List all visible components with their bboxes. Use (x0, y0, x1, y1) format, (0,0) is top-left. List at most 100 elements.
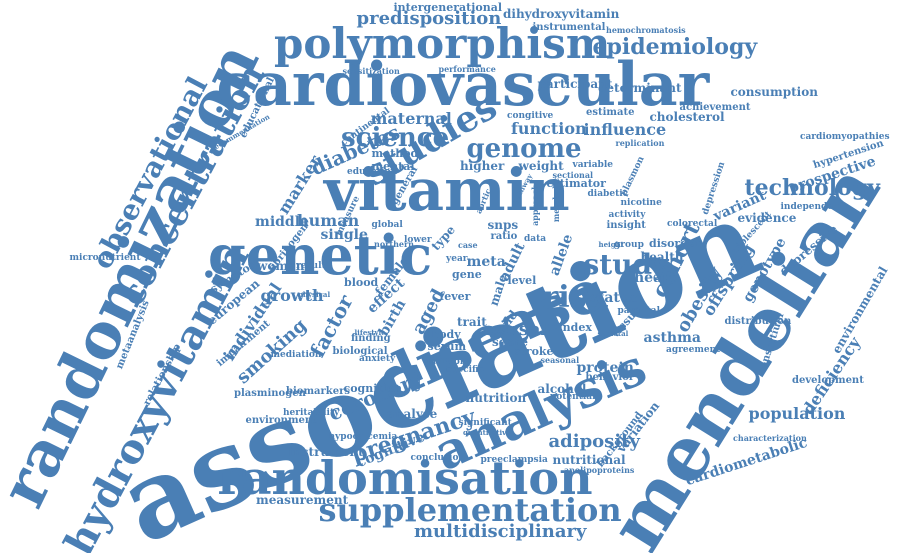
word-variable: variable (572, 159, 614, 170)
word-science: science (341, 123, 450, 153)
word-trait: trait (457, 315, 487, 329)
word-asthma: asthma (643, 330, 701, 346)
word-activity: activity (608, 209, 646, 220)
word-middle: middle (255, 214, 309, 230)
word-plasminogen: plasminogen (234, 388, 306, 399)
word-index: index (558, 320, 592, 334)
word-multiple: multiple (426, 356, 470, 367)
word-characterization: characterization (733, 433, 807, 443)
word-dihydroxyvitamin: dihydroxyvitamin (503, 7, 620, 21)
word-hemochromatosis: hemochromatosis (606, 25, 686, 35)
word-predisposition: predisposition (356, 8, 502, 29)
word-weight: weight (518, 159, 564, 173)
word-analyse: analyse (387, 407, 438, 421)
word-insight: insight (606, 220, 646, 231)
word-cardiomyopathies: cardiomyopathies (800, 131, 890, 142)
word-genetic: genetic (208, 223, 433, 287)
word-group: group (614, 239, 644, 250)
word-apolipoproteins: apolipoproteins (564, 465, 635, 475)
word-maternal: maternal (370, 109, 452, 128)
word-environment: environment (245, 415, 317, 426)
word-risk: risk (542, 280, 608, 315)
word-human: human (297, 211, 360, 230)
word-ratio: ratio (490, 231, 518, 242)
word-intergenerational: intergenerational (393, 0, 503, 14)
word-specific: specific (446, 364, 485, 375)
word-method: method (371, 146, 419, 160)
word-colorectal: colorectal (667, 218, 718, 229)
word-genome: genome (466, 134, 582, 164)
word-body: body (431, 327, 461, 341)
word-performance: performance (438, 64, 496, 74)
word-adiposity: adiposity (548, 431, 640, 452)
word-cognition: cognition (343, 381, 403, 395)
word-polymorphism: polymorphism (274, 19, 611, 68)
word-technology: technology (744, 175, 880, 201)
word-gene: gene (452, 267, 482, 281)
word-conclusion: conclusion (410, 452, 466, 463)
word-heritability: heritability (283, 407, 340, 418)
word-seasonal: seasonal (540, 355, 580, 365)
word-lower: lower (404, 234, 432, 245)
word-behavior: behavior (585, 372, 635, 383)
word-biomarkers: biomarkers (286, 386, 350, 397)
word-agreement: agreement (666, 344, 721, 355)
word-nicotine: nicotine (620, 197, 662, 208)
word-sensitization: sensitization (342, 66, 400, 76)
word-parental: parental (617, 305, 661, 316)
word-blood: blood (344, 275, 379, 289)
word-case: case (458, 240, 478, 250)
word-skeletal: skeletal (597, 328, 629, 338)
word-population: population (748, 404, 846, 423)
word-instrumental: instrumental (532, 22, 606, 33)
word-measurement: measurement (256, 493, 349, 507)
word-approach: approach (529, 184, 540, 226)
word-influence: influence (583, 120, 667, 139)
word-consumption: consumption (730, 85, 818, 99)
word-significant: significant (458, 417, 512, 428)
word-level: level (507, 273, 537, 287)
word-health: health (640, 250, 684, 264)
word-plasmon: plasmon (618, 154, 647, 198)
word-single: single (320, 227, 368, 243)
word-growth: growth (260, 286, 324, 305)
word-biological: biological (332, 346, 388, 357)
word-determinant: determinant (598, 81, 682, 95)
word-estimate: estimate (586, 107, 635, 118)
word-estimator: estimator (546, 176, 606, 190)
word-preeclampsia: preeclampsia (480, 454, 548, 465)
word-mediation: mediation (270, 349, 322, 360)
word-cardiovascular: cardiovascular (216, 50, 710, 120)
word-study: study (583, 248, 669, 281)
word-instrument: instrument (288, 445, 364, 459)
word-multidisciplinary: multidisciplinary (414, 521, 587, 542)
word-quantitative: quantitative (463, 427, 511, 437)
word-causal: causal (483, 319, 548, 340)
word-result: result (296, 260, 326, 271)
word-year: year (446, 253, 468, 264)
word-disorder: disorder (649, 236, 701, 250)
word-potential: potential (550, 391, 596, 402)
word-marker: marker (273, 151, 325, 218)
word-lifestyle: lifestyle (354, 327, 386, 337)
word-stroke: stroke (514, 344, 554, 358)
word-protein: protein (576, 360, 634, 376)
word-distribution: distribution (724, 316, 792, 327)
word-vitamin: vitamin (324, 156, 570, 224)
word-nutritional: nutritional (552, 453, 626, 467)
word-mental: mental (371, 159, 415, 173)
word-micronutrient: micronutrient (69, 252, 141, 263)
word-data: data (524, 233, 547, 244)
word-fever: fever (439, 289, 471, 303)
word-physical: physical (298, 289, 331, 299)
word-achievement: achievement (679, 102, 751, 113)
word-alcohol: alcohol (537, 382, 587, 396)
word-type: type (428, 222, 458, 254)
word-development: development (792, 375, 864, 386)
word-score: score (492, 335, 529, 349)
word-meta: meta (466, 254, 506, 270)
word-randomisation: randomisation (217, 451, 593, 505)
word-anxiety: anxiety (359, 353, 396, 364)
word-nutrition: nutrition (465, 391, 527, 405)
